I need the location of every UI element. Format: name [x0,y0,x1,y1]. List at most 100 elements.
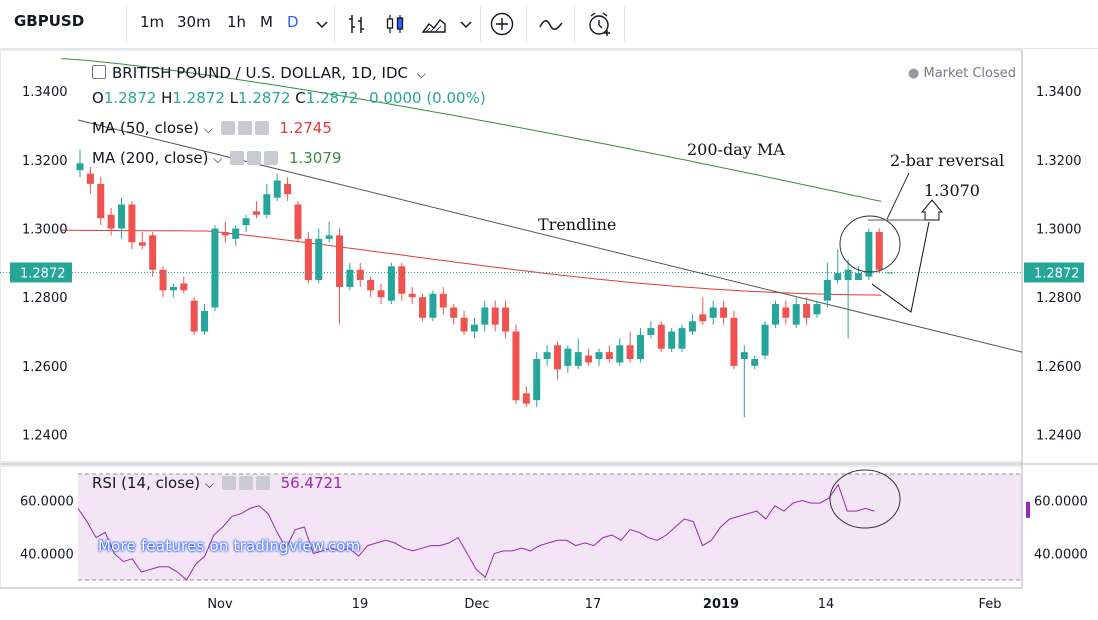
interval-1m[interactable]: 1m [140,13,165,31]
candle [595,348,603,366]
series-title: BRITISH POUND / U.S. DOLLAR, 1D, IDC [112,64,409,82]
close-icon[interactable] [255,476,270,490]
candle [460,310,468,335]
ma200-line [61,58,882,202]
candle [491,300,499,332]
add-compare-icon[interactable] [488,10,516,38]
chevron-down-icon[interactable]: ⌵ [204,477,214,491]
candle-body [429,293,437,318]
time-axis-label: Feb [978,597,1001,612]
ma50-value: 1.2745 [279,119,332,137]
annotation-2-bar-reversal: 2-bar reversal [890,151,1004,170]
symbol-selector[interactable]: GBPUSD [14,12,85,30]
candle [450,304,458,325]
eye-icon[interactable] [220,121,235,135]
candle-body [149,235,157,270]
candle-body [97,183,105,219]
ohlc-open: 1.2872 [103,89,157,107]
candles-layer [0,149,1022,418]
candle-body [553,345,561,370]
ohlc-high: 1.2872 [172,89,225,107]
candle-body [315,238,323,281]
candle [429,290,437,322]
market-status: ● Market Closed [908,66,1016,81]
gear-icon[interactable] [237,121,252,135]
interval-day[interactable]: D [287,13,299,31]
candle-body [263,194,271,215]
indicators-icon[interactable] [537,10,565,38]
candle-body [668,331,676,349]
candle-body [294,204,302,239]
price-axis-label-right: 1.2600 [1036,360,1082,375]
candle [834,249,842,284]
candle-body [408,293,416,298]
rsi-axis-label-right: 60.0000 [1034,494,1088,509]
ohlc-low-label: L [229,89,239,107]
candle-body [605,352,613,359]
ohlc-close-label: C [295,89,306,107]
up-arrow-icon [920,199,944,221]
candle-body [450,307,458,318]
chevron-down-icon[interactable]: ⌵ [416,67,426,81]
price-axis-label-left: 1.3200 [22,154,68,169]
area-style-icon[interactable] [420,10,448,38]
candle [585,348,593,366]
time-axis-label: 14 [818,597,835,612]
ma50-label: MA (50, close) [92,119,199,137]
price-axis-label-left: 1.2600 [22,360,68,375]
candle-body [367,280,375,291]
candle-style-icon[interactable] [381,10,409,38]
chevron-down-icon[interactable] [308,10,336,38]
annotation-pointer-line [886,172,910,220]
eye-icon[interactable] [221,476,236,490]
annotation-trendline: Trendline [538,215,616,234]
candle-body [637,334,645,359]
interval-30m[interactable]: 30m [177,13,211,31]
candle [792,297,800,329]
ma200-value: 1.3079 [288,149,342,167]
candle-body [730,317,738,366]
candle-body [419,297,427,318]
candle [574,338,582,370]
watermark[interactable]: More features on tradingview.com [98,537,361,555]
candle [294,201,302,243]
candle [252,201,260,219]
ohlc-close: 1.2872 [305,89,359,107]
alert-clock-icon[interactable] [586,10,614,38]
rsi-legend: RSI (14, close) ⌵ 56.4721 [92,474,343,492]
candle-body [346,269,354,287]
interval-1h[interactable]: 1h [227,13,247,31]
candle-body [76,163,84,171]
candle [855,266,862,281]
candle-body [304,238,312,281]
chevron-down-icon[interactable] [452,10,480,38]
candle [201,304,209,335]
candle-body [336,235,343,287]
candle-body [751,359,759,366]
interval-month[interactable]: M [260,13,273,31]
collapse-legend-icon[interactable] [92,65,106,79]
ma50-line [61,229,882,296]
time-axis-label: 19 [352,597,369,612]
ohlc-change: 0.0000 (0.00%) [369,89,486,107]
ma200-label: MA (200, close) [92,149,209,167]
candle [273,173,281,202]
eye-icon[interactable] [230,151,245,165]
chevron-down-icon[interactable]: ⌵ [203,122,213,136]
bar-style-icon[interactable] [343,10,371,38]
close-icon[interactable] [264,151,279,165]
candle-body [886,272,894,274]
gear-icon[interactable] [247,151,262,165]
candle-body [647,328,655,335]
close-icon[interactable] [254,121,269,135]
candle [512,324,520,404]
chevron-down-icon[interactable]: ⌵ [213,152,223,166]
annotation-200-day-ma: 200-day MA [687,140,785,159]
price-axis-label-right: 1.3400 [1036,85,1082,100]
symbol-legend: BRITISH POUND / U.S. DOLLAR, 1D, IDC ⌵ [92,64,426,82]
rsi-circle [829,469,901,529]
candle [263,183,271,219]
candle [553,341,561,380]
gear-icon[interactable] [238,476,253,490]
